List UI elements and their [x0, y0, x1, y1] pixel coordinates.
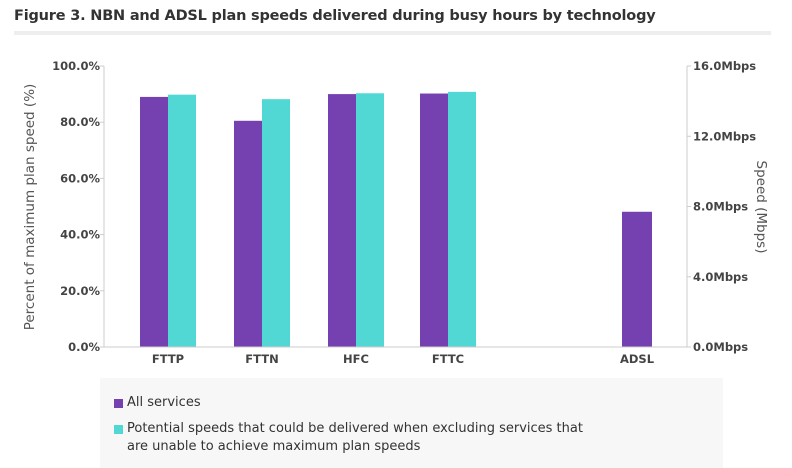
- x-tick-label: HFC: [343, 352, 369, 366]
- chart: 0.0% 20.0% 40.0% 60.0% 80.0% 100.0% 0.0Mbps 4.0…: [22, 59, 769, 366]
- title-divider: [14, 31, 771, 35]
- bar-fttp-all-services: [140, 96, 168, 347]
- y-tick-label: 20.0%: [60, 284, 100, 298]
- bar-fttn-potential: [262, 99, 290, 348]
- bars-group: [140, 91, 652, 348]
- y2-tick-label: 4.0Mbps: [693, 270, 748, 284]
- legend-item-potential: Potential speeds that could be delivered…: [114, 420, 583, 456]
- y-tick-label: 100.0%: [52, 59, 100, 73]
- legend-label-potential: Potential speeds that could be delivered…: [127, 420, 583, 456]
- bar-fttp-potential: [168, 94, 196, 347]
- bar-hfc-potential: [356, 93, 384, 347]
- chart-title: Figure 3. NBN and ADSL plan speeds deliv…: [14, 8, 656, 24]
- x-tick-label: FTTN: [245, 352, 278, 366]
- y2-tick-label: 8.0Mbps: [693, 200, 748, 214]
- y2-axis-label: Speed (Mbps): [753, 161, 769, 254]
- bar-fttc-potential: [448, 91, 476, 348]
- bar-fttc-all-services: [420, 93, 448, 348]
- y2-tick-label: 12.0Mbps: [693, 129, 756, 143]
- y-tick-label: 0.0%: [68, 340, 100, 354]
- axes-group: 0.0% 20.0% 40.0% 60.0% 80.0% 100.0% 0.0Mbps 4.0…: [52, 59, 756, 366]
- y-axis-label: Percent of maximum plan speed (%): [22, 84, 38, 331]
- y-tick-label: 40.0%: [60, 228, 100, 242]
- legend: All services Potential speeds that could…: [100, 378, 723, 468]
- x-tick-label: ADSL: [620, 352, 655, 366]
- legend-swatch-potential: [114, 425, 123, 434]
- x-tick-label: FTTC: [432, 352, 464, 366]
- x-tick-label: FTTP: [152, 352, 184, 366]
- bar-hfc-all-services: [328, 94, 356, 347]
- legend-item-all-services: All services: [114, 394, 201, 412]
- legend-label-potential-line1: Potential speeds that could be delivered…: [127, 421, 583, 436]
- legend-label-potential-line2: are unable to achieve maximum plan speed…: [127, 439, 421, 454]
- legend-swatch-all-services: [114, 399, 123, 408]
- y2-tick-label: 0.0Mbps: [693, 340, 748, 354]
- bar-fttn-all-services: [234, 120, 262, 347]
- y-tick-label: 80.0%: [60, 115, 100, 129]
- legend-label-all-services: All services: [127, 395, 201, 410]
- y2-tick-label: 16.0Mbps: [693, 59, 756, 73]
- bar-adsl: [622, 211, 652, 347]
- y-tick-label: 60.0%: [60, 171, 100, 185]
